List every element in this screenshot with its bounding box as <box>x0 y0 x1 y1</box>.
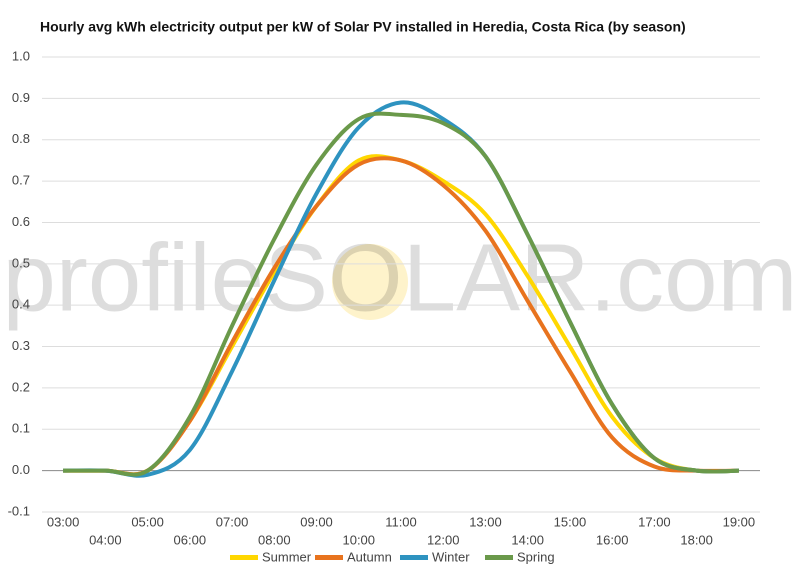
x-tick-label: 05:00 <box>131 514 164 529</box>
legend-swatch <box>485 555 513 560</box>
y-tick-label: 0.4 <box>12 297 30 312</box>
watermark: profileSOLAR.com <box>3 224 798 331</box>
x-tick-label: 12:00 <box>427 532 460 547</box>
legend-label: Summer <box>262 549 312 564</box>
x-tick-label: 19:00 <box>723 514 756 529</box>
x-tick-label: 13:00 <box>469 514 502 529</box>
x-tick-label: 10:00 <box>342 532 375 547</box>
x-tick-label: 18:00 <box>680 532 713 547</box>
watermark-sun <box>332 244 408 320</box>
x-tick-label: 14:00 <box>511 532 544 547</box>
x-tick-label: 04:00 <box>89 532 122 547</box>
x-tick-label: 07:00 <box>216 514 249 529</box>
legend-swatch <box>230 555 258 560</box>
x-tick-label: 17:00 <box>638 514 671 529</box>
x-tick-label: 11:00 <box>385 514 417 529</box>
legend-swatch <box>400 555 428 560</box>
legend-label: Spring <box>517 549 555 564</box>
legend-swatch <box>315 555 343 560</box>
y-tick-label: 0.1 <box>12 421 30 436</box>
x-tick-label: 08:00 <box>258 532 291 547</box>
legend-label: Autumn <box>347 549 392 564</box>
y-tick-label: 1.0 <box>12 48 30 63</box>
y-tick-label: -0.1 <box>8 503 30 518</box>
x-tick-label: 09:00 <box>300 514 333 529</box>
x-tick-label: 03:00 <box>47 514 80 529</box>
chart-title: Hourly avg kWh electricity output per kW… <box>40 19 686 35</box>
y-tick-label: 0.0 <box>12 462 30 477</box>
y-tick-label: 0.2 <box>12 379 30 394</box>
y-tick-label: 0.5 <box>12 255 30 270</box>
y-tick-label: 0.7 <box>12 173 30 188</box>
y-tick-label: 0.8 <box>12 131 30 146</box>
series-line <box>63 111 739 477</box>
x-tick-label: 16:00 <box>596 532 629 547</box>
y-tick-label: 0.3 <box>12 338 30 353</box>
y-tick-label: 0.9 <box>12 90 30 105</box>
y-tick-label: 0.6 <box>12 214 30 229</box>
x-tick-label: 06:00 <box>174 532 207 547</box>
x-tick-label: 15:00 <box>554 514 587 529</box>
legend-label: Winter <box>432 549 470 564</box>
